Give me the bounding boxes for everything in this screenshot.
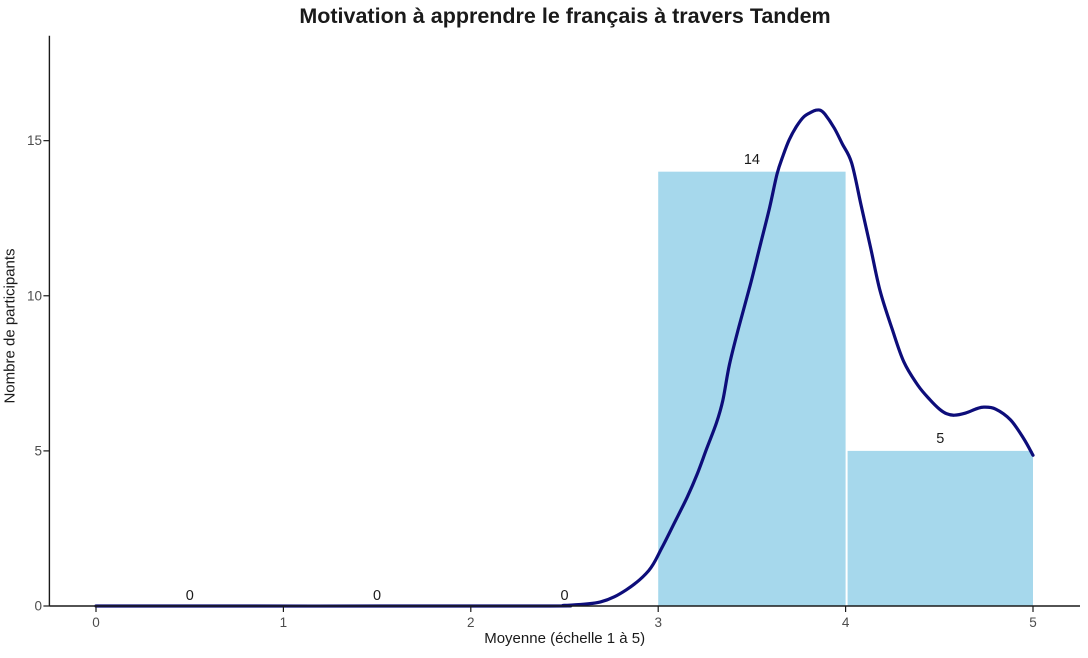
svg-text:0: 0 xyxy=(373,588,381,604)
svg-text:14: 14 xyxy=(744,152,760,168)
svg-text:0: 0 xyxy=(92,615,100,630)
svg-text:4: 4 xyxy=(842,615,850,630)
svg-text:5: 5 xyxy=(34,443,42,458)
svg-text:10: 10 xyxy=(27,288,42,303)
svg-text:0: 0 xyxy=(34,599,42,614)
svg-text:2: 2 xyxy=(467,615,475,630)
svg-text:Nombre de participants: Nombre de participants xyxy=(1,248,18,403)
svg-text:0: 0 xyxy=(186,588,194,604)
svg-text:3: 3 xyxy=(654,615,662,630)
svg-text:0: 0 xyxy=(560,588,568,604)
svg-text:1: 1 xyxy=(280,615,288,630)
svg-text:5: 5 xyxy=(1029,615,1037,630)
svg-text:5: 5 xyxy=(936,431,944,447)
svg-text:15: 15 xyxy=(27,133,42,148)
svg-text:Moyenne (échelle 1 à 5): Moyenne (échelle 1 à 5) xyxy=(484,630,645,647)
